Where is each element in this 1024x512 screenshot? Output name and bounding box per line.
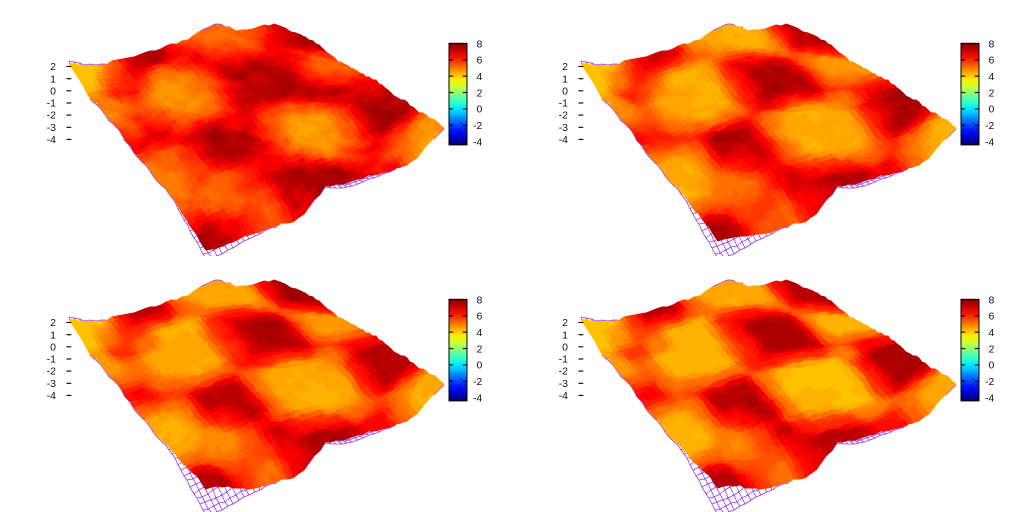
svg-text:2: 2	[989, 87, 995, 99]
svg-text:4: 4	[477, 327, 483, 339]
svg-text:1: 1	[50, 329, 56, 341]
svg-text:-1: -1	[47, 354, 56, 366]
svg-text:2: 2	[50, 61, 56, 73]
svg-text:4: 4	[989, 327, 995, 339]
svg-text:0: 0	[562, 341, 568, 353]
svg-text:-4: -4	[559, 390, 568, 402]
svg-text:-2: -2	[47, 110, 56, 122]
svg-text:-1: -1	[47, 98, 56, 110]
svg-text:-2: -2	[473, 120, 482, 132]
svg-text:-1: -1	[559, 354, 568, 366]
svg-text:0: 0	[562, 85, 568, 97]
svg-text:2: 2	[477, 343, 483, 355]
svg-text:1: 1	[50, 73, 56, 85]
svg-text:2: 2	[989, 343, 995, 355]
svg-text:-2: -2	[985, 120, 994, 132]
svg-text:-3: -3	[47, 122, 56, 134]
svg-text:-4: -4	[473, 136, 482, 148]
svg-text:-4: -4	[473, 392, 482, 404]
svg-text:-4: -4	[559, 134, 568, 146]
svg-text:8: 8	[989, 38, 995, 50]
svg-text:8: 8	[477, 294, 483, 306]
svg-text:1: 1	[562, 329, 568, 341]
svg-text:-2: -2	[559, 110, 568, 122]
svg-text:2: 2	[562, 61, 568, 73]
svg-text:6: 6	[477, 311, 483, 323]
svg-text:6: 6	[989, 311, 995, 323]
svg-text:4: 4	[477, 71, 483, 83]
svg-text:-2: -2	[559, 366, 568, 378]
svg-text:6: 6	[989, 55, 995, 67]
svg-text:0: 0	[50, 341, 56, 353]
svg-text:-2: -2	[47, 366, 56, 378]
svg-text:8: 8	[989, 294, 995, 306]
svg-text:4: 4	[989, 71, 995, 83]
svg-text:-2: -2	[985, 376, 994, 388]
svg-text:-4: -4	[47, 134, 56, 146]
svg-text:2: 2	[50, 317, 56, 329]
svg-text:-4: -4	[985, 392, 994, 404]
svg-text:0: 0	[477, 104, 483, 116]
svg-text:0: 0	[50, 85, 56, 97]
svg-text:-4: -4	[47, 390, 56, 402]
svg-text:-2: -2	[473, 376, 482, 388]
svg-text:-3: -3	[559, 122, 568, 134]
svg-text:8: 8	[477, 38, 483, 50]
svg-text:2: 2	[477, 87, 483, 99]
svg-text:6: 6	[477, 55, 483, 67]
svg-text:-1: -1	[559, 98, 568, 110]
svg-text:-3: -3	[47, 378, 56, 390]
svg-text:-4: -4	[985, 136, 994, 148]
svg-text:1: 1	[562, 73, 568, 85]
svg-text:2: 2	[562, 317, 568, 329]
svg-text:-3: -3	[559, 378, 568, 390]
svg-text:0: 0	[989, 104, 995, 116]
svg-text:0: 0	[477, 360, 483, 372]
svg-text:0: 0	[989, 360, 995, 372]
